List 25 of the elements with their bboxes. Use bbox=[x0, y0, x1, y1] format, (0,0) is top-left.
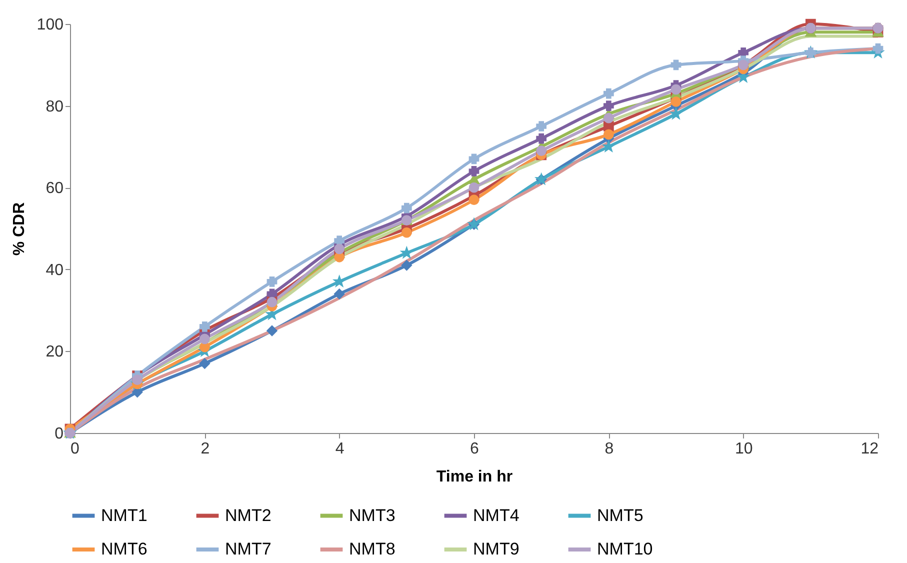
x-tick-label: 4 bbox=[335, 440, 344, 458]
x-tick-label: 0 bbox=[70, 440, 80, 458]
y-tick-label: 60 bbox=[46, 180, 64, 198]
x-tick-label: 2 bbox=[200, 440, 210, 458]
legend-label: NMT7 bbox=[225, 540, 272, 558]
x-axis-title: Time in hr bbox=[436, 468, 513, 486]
legend-label: NMT2 bbox=[225, 506, 272, 525]
x-tick-label: 6 bbox=[470, 440, 480, 458]
y-tick-label: 80 bbox=[46, 98, 64, 116]
legend-label: NMT10 bbox=[597, 540, 653, 558]
y-tick-label: 0 bbox=[54, 426, 64, 442]
legend-label: NMT5 bbox=[597, 506, 644, 525]
y-axis-title: % CDR bbox=[10, 202, 28, 256]
legend-label: NMT8 bbox=[349, 540, 396, 558]
y-tick-label: 100 bbox=[36, 16, 64, 34]
x-tick-label: 10 bbox=[734, 440, 753, 458]
x-tick-label: 8 bbox=[604, 440, 614, 458]
legend-label: NMT6 bbox=[101, 540, 148, 558]
legend-label: NMT9 bbox=[473, 540, 520, 558]
y-tick-label: 40 bbox=[46, 262, 64, 279]
legend-label: NMT3 bbox=[349, 506, 396, 525]
legend-label: NMT1 bbox=[101, 506, 148, 525]
y-tick-label: 20 bbox=[46, 344, 64, 361]
x-tick-label: 12 bbox=[860, 440, 879, 458]
legend-label: NMT4 bbox=[473, 506, 520, 525]
